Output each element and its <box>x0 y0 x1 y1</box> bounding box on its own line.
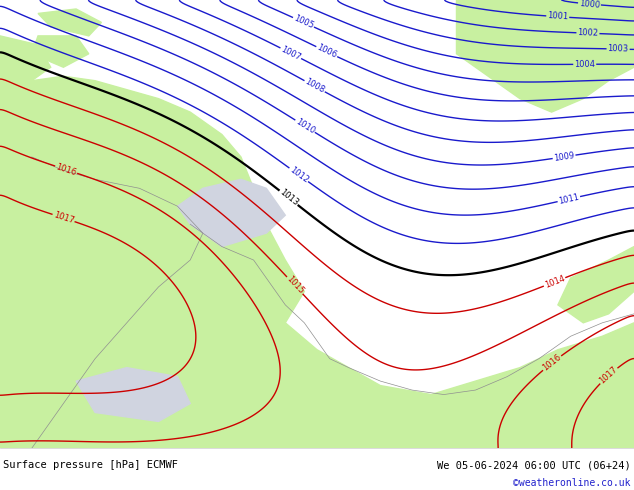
Text: 1017: 1017 <box>598 365 619 386</box>
Text: Surface pressure [hPa] ECMWF: Surface pressure [hPa] ECMWF <box>3 460 178 470</box>
Text: 1013: 1013 <box>278 188 300 208</box>
Polygon shape <box>0 157 634 448</box>
Text: 1001: 1001 <box>547 11 569 22</box>
Polygon shape <box>178 179 285 246</box>
Text: 1002: 1002 <box>578 28 598 38</box>
Text: 1009: 1009 <box>553 151 575 163</box>
Text: 1016: 1016 <box>541 353 563 373</box>
Text: 1007: 1007 <box>280 45 302 62</box>
Text: 1004: 1004 <box>574 60 595 69</box>
Text: 1016: 1016 <box>55 162 77 177</box>
Text: 1006: 1006 <box>315 43 338 60</box>
Text: 1014: 1014 <box>543 274 566 290</box>
Text: ©weatheronline.co.uk: ©weatheronline.co.uk <box>514 478 631 488</box>
Polygon shape <box>0 76 304 323</box>
Text: 1008: 1008 <box>303 77 326 95</box>
Polygon shape <box>32 36 89 67</box>
Text: 1010: 1010 <box>294 117 316 136</box>
Text: 1017: 1017 <box>52 210 75 225</box>
Text: 1011: 1011 <box>558 193 580 206</box>
Text: 1000: 1000 <box>579 0 600 9</box>
Polygon shape <box>456 0 634 112</box>
Polygon shape <box>0 36 51 90</box>
Text: 1005: 1005 <box>292 14 315 31</box>
Text: 1012: 1012 <box>288 165 310 185</box>
Text: 1015: 1015 <box>285 275 306 296</box>
Text: We 05-06-2024 06:00 UTC (06+24): We 05-06-2024 06:00 UTC (06+24) <box>437 460 631 470</box>
Polygon shape <box>558 246 634 323</box>
Text: 1003: 1003 <box>607 44 629 54</box>
Polygon shape <box>76 368 190 421</box>
Polygon shape <box>38 9 101 36</box>
